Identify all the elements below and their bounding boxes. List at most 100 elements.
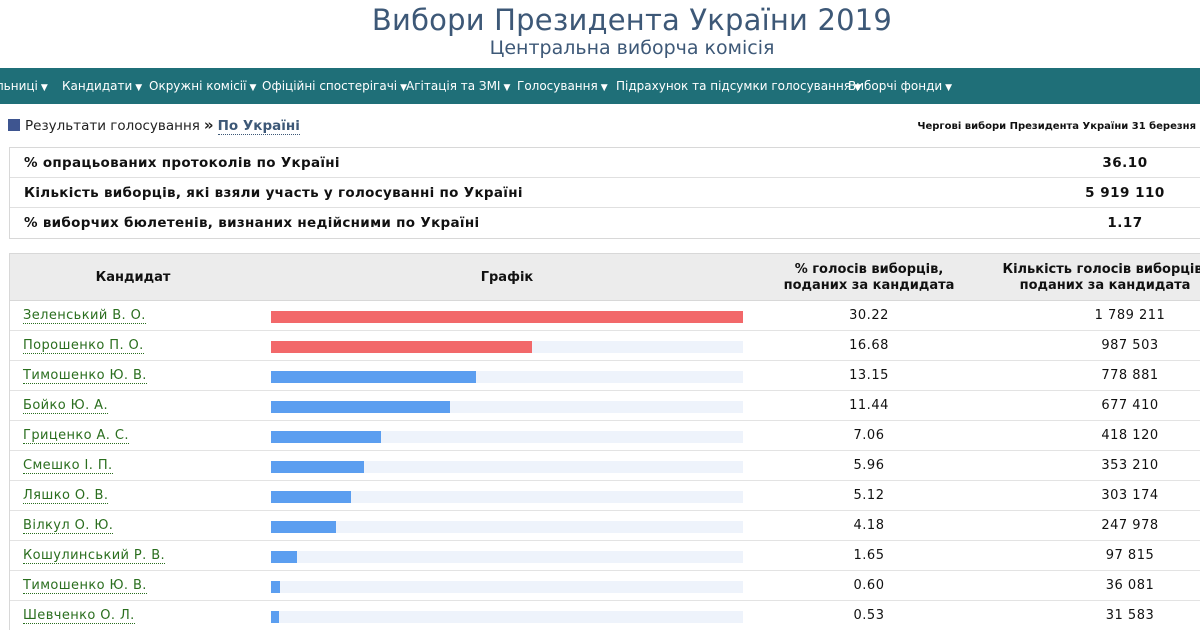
nav-item-polling-stations[interactable]: льниці ▼ <box>0 68 48 104</box>
summary-row-turnout: Кількість виборців, які взяли участь у г… <box>10 178 1200 208</box>
bar-track <box>271 401 743 413</box>
candidate-link[interactable]: Гриценко А. С. <box>23 428 129 444</box>
vote-share-bar <box>271 431 382 443</box>
candidate-link[interactable]: Вілкул О. Ю. <box>23 518 114 534</box>
header-candidate: Кандидат <box>95 270 171 285</box>
nav-item-election-funds[interactable]: Виборчі фонди ▼ <box>848 68 952 104</box>
page-header: Вибори Президента України 2019 Центральн… <box>0 0 1200 68</box>
breadcrumb-current-link[interactable]: По Україні <box>217 118 300 135</box>
vote-count: 353 210 <box>1101 458 1159 473</box>
nav-item-candidates[interactable]: Кандидати ▼ <box>62 68 142 104</box>
candidate-link[interactable]: Кошулинський Р. В. <box>23 548 166 564</box>
vote-percent: 0.53 <box>853 608 885 623</box>
caret-down-icon: ▼ <box>40 83 48 93</box>
nav-item-label: Підрахунок та підсумки голосування <box>616 79 852 93</box>
vote-count: 1 789 211 <box>1094 308 1166 323</box>
table-row: Гриценко А. С. 7.06 418 120 <box>10 421 1200 451</box>
vote-share-bar <box>271 521 337 533</box>
candidate-link[interactable]: Шевченко О. Л. <box>23 608 135 624</box>
table-row: Ляшко О. В. 5.12 303 174 <box>10 481 1200 511</box>
bar-track <box>271 521 743 533</box>
caret-down-icon: ▼ <box>135 83 143 93</box>
table-row: Бойко Ю. А. 11.44 677 410 <box>10 391 1200 421</box>
vote-share-bar <box>271 341 532 353</box>
vote-percent: 7.06 <box>853 428 885 443</box>
candidate-link[interactable]: Порошенко П. О. <box>23 338 144 354</box>
bar-track <box>271 371 743 383</box>
candidate-link[interactable]: Смешко І. П. <box>23 458 113 474</box>
results-table: Кандидат Графік % голосів виборців, пода… <box>9 253 1200 630</box>
table-row: Тимошенко Ю. В. 0.60 36 081 <box>10 571 1200 601</box>
vote-percent: 30.22 <box>849 308 889 323</box>
summary-value: 5 919 110 <box>1085 185 1165 201</box>
page-title: Вибори Президента України 2019 <box>371 3 893 37</box>
nav-item-label: Голосування <box>517 79 598 93</box>
candidate-link[interactable]: Зеленський В. О. <box>23 308 146 324</box>
caret-down-icon: ▼ <box>400 83 408 93</box>
header-percent-line1: % голосів виборців, <box>794 262 944 277</box>
election-name: Чергові вибори Президента України 31 бер… <box>917 121 1196 132</box>
caret-down-icon: ▼ <box>600 83 608 93</box>
summary-label: % виборчих бюлетенів, визнаних недійсним… <box>24 215 480 231</box>
breadcrumb-separator: » <box>203 116 214 134</box>
vote-percent: 13.15 <box>849 368 889 383</box>
vote-share-bar <box>271 311 743 323</box>
vote-percent: 1.65 <box>853 548 885 563</box>
vote-count: 778 881 <box>1101 368 1159 383</box>
summary-label: % опрацьованих протоколів по Україні <box>24 155 340 171</box>
nav-item-label: Виборчі фонди <box>848 79 943 93</box>
summary-row-invalid: % виборчих бюлетенів, визнаних недійсним… <box>10 208 1200 238</box>
nav-item-voting[interactable]: Голосування ▼ <box>517 68 608 104</box>
table-row: Кошулинський Р. В. 1.65 97 815 <box>10 541 1200 571</box>
results-header: Кандидат Графік % голосів виборців, пода… <box>10 254 1200 301</box>
breadcrumb-section: Результати голосування <box>25 118 200 134</box>
vote-count: 677 410 <box>1101 398 1159 413</box>
table-row: Тимошенко Ю. В. 13.15 778 881 <box>10 361 1200 391</box>
vote-count: 97 815 <box>1105 548 1155 563</box>
candidate-link[interactable]: Тимошенко Ю. В. <box>23 368 147 384</box>
bar-track <box>271 491 743 503</box>
nav-item-label: Офіційні спостерігачі <box>262 79 398 93</box>
vote-count: 36 081 <box>1105 578 1155 593</box>
nav-item-counting-results[interactable]: Підрахунок та підсумки голосування ▼ <box>616 68 861 104</box>
vote-count: 31 583 <box>1105 608 1155 623</box>
bar-track <box>271 431 743 443</box>
nav-item-label: Агітація та ЗМІ <box>406 79 501 93</box>
summary-label: Кількість виборців, які взяли участь у г… <box>24 185 523 201</box>
bar-track <box>271 611 743 623</box>
header-votes: Кількість голосів виборців, поданих за к… <box>1000 262 1200 294</box>
nav-item-district-commissions[interactable]: Окружні комісії ▼ <box>149 68 256 104</box>
vote-percent: 16.68 <box>849 338 889 353</box>
nav-item-label: льниці <box>0 79 38 93</box>
header-percent-line2: поданих за кандидата <box>783 278 955 293</box>
vote-percent: 4.18 <box>853 518 885 533</box>
vote-percent: 5.12 <box>853 488 885 503</box>
caret-down-icon: ▼ <box>249 83 257 93</box>
bar-track <box>271 581 743 593</box>
table-row: Порошенко П. О. 16.68 987 503 <box>10 331 1200 361</box>
bar-track <box>271 311 743 323</box>
vote-count: 987 503 <box>1101 338 1159 353</box>
caret-down-icon: ▼ <box>854 83 861 93</box>
vote-share-bar <box>271 461 365 473</box>
vote-count: 418 120 <box>1101 428 1159 443</box>
vote-percent: 5.96 <box>853 458 885 473</box>
candidate-link[interactable]: Тимошенко Ю. В. <box>23 578 147 594</box>
vote-share-bar <box>271 371 477 383</box>
caret-down-icon: ▼ <box>945 83 953 93</box>
candidate-link[interactable]: Ляшко О. В. <box>23 488 109 504</box>
table-row: Вілкул О. Ю. 4.18 247 978 <box>10 511 1200 541</box>
bar-track <box>271 461 743 473</box>
nav-item-label: Кандидати <box>62 79 133 93</box>
candidate-link[interactable]: Бойко Ю. А. <box>23 398 108 414</box>
vote-share-bar <box>271 401 450 413</box>
vote-share-bar <box>271 491 351 503</box>
breadcrumb: Результати голосування» По Україні <box>8 116 300 136</box>
summary-row-processed: % опрацьованих протоколів по Україні 36.… <box>10 148 1200 178</box>
vote-count: 303 174 <box>1101 488 1159 503</box>
results-body: Зеленський В. О. 30.22 1 789 211 Порошенко … <box>10 301 1200 630</box>
nav-item-observers[interactable]: Офіційні спостерігачі ▼ <box>262 68 407 104</box>
nav-item-label: Окружні комісії <box>149 79 247 93</box>
nav-item-campaigning-media[interactable]: Агітація та ЗМІ ▼ <box>406 68 510 104</box>
table-row: Смешко І. П. 5.96 353 210 <box>10 451 1200 481</box>
